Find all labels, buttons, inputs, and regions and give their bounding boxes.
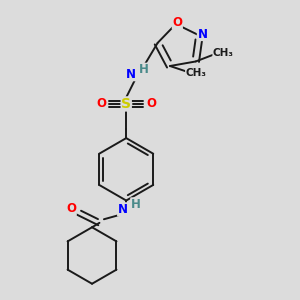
Text: CH₃: CH₃ — [213, 48, 234, 59]
Text: H: H — [131, 198, 141, 211]
Text: N: N — [126, 68, 136, 81]
Text: O: O — [66, 202, 76, 215]
Text: S: S — [121, 97, 131, 111]
Text: CH₃: CH₃ — [186, 68, 207, 77]
Text: O: O — [96, 98, 106, 110]
Text: N: N — [197, 28, 207, 40]
Text: N: N — [118, 203, 128, 216]
Text: H: H — [139, 63, 149, 76]
Text: O: O — [172, 16, 182, 29]
Text: O: O — [146, 98, 156, 110]
